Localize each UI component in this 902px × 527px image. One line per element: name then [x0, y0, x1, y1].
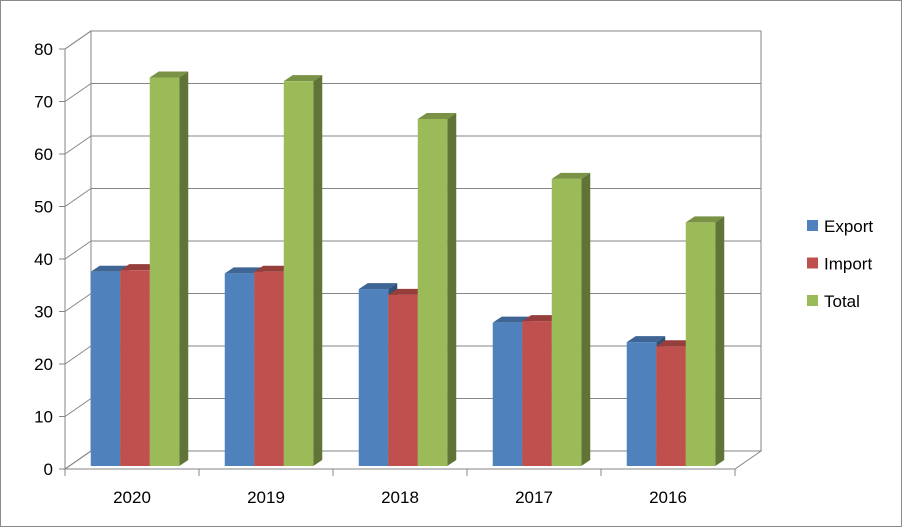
bar-front-face	[492, 322, 523, 466]
gridline-side	[64, 345, 92, 365]
bar-side-face	[447, 112, 457, 466]
bar-top-face	[120, 264, 159, 271]
bar-front-face	[90, 271, 121, 466]
bar-side-face	[313, 75, 323, 467]
bar-top-face	[388, 288, 427, 295]
bar-top-face	[522, 315, 561, 322]
y-tick-label: 0	[44, 460, 53, 479]
bar-side-face	[715, 216, 725, 466]
bar-top-face	[90, 265, 130, 272]
y-tick-label: 60	[34, 145, 53, 164]
bar-front-face	[522, 321, 552, 466]
x-tick-label: 2018	[381, 488, 419, 507]
bar-top-face	[492, 316, 532, 323]
gridline-side	[64, 450, 92, 470]
x-tick-label: 2020	[113, 488, 151, 507]
legend-swatch	[807, 295, 818, 306]
y-tick-label: 30	[34, 303, 53, 322]
bar-front-face	[626, 342, 657, 466]
bar-total-2020	[149, 71, 189, 466]
bar-side-face	[179, 71, 189, 466]
bar-top-face	[626, 336, 666, 343]
y-tick-label: 20	[34, 355, 53, 374]
legend-item-total: Total	[807, 292, 860, 311]
y-tick-label: 10	[34, 408, 53, 427]
gridline-side	[64, 30, 92, 50]
y-axis-tick-labels: 0 10 20 30 40 50 60 70 80	[34, 40, 53, 479]
bar-side-face	[581, 172, 591, 466]
bar-total-2016	[685, 216, 725, 466]
bar-front-face	[358, 289, 389, 466]
bar-front-face	[551, 178, 582, 466]
bar-top-face	[283, 75, 323, 82]
y-tick-label: 80	[34, 40, 53, 59]
bar-front-face	[685, 222, 716, 466]
bar-front-face	[224, 273, 255, 466]
bar-total-2019	[283, 75, 323, 467]
bar-front-face	[149, 77, 180, 466]
bar-top-face	[358, 283, 398, 290]
bars	[90, 71, 725, 467]
bar-front-face	[388, 294, 418, 466]
legend-item-import: Import	[807, 255, 872, 274]
gridline-side	[64, 398, 92, 417]
gridline-side	[64, 83, 92, 102]
x-tick-label: 2017	[515, 488, 553, 507]
legend-label: Export	[824, 217, 873, 236]
legend-swatch	[807, 257, 818, 269]
gridline-side	[64, 135, 92, 155]
x-axis-tick-labels: 2020 2019 2018 2017 2016	[113, 488, 687, 507]
legend-label: Import	[824, 255, 872, 274]
legend-item-export: Export	[807, 217, 873, 236]
bar-top-face	[656, 340, 695, 347]
gridline-side	[64, 240, 92, 260]
bar-top-face	[685, 216, 725, 223]
bar-front-face	[254, 271, 284, 466]
y-tick-label: 70	[34, 93, 53, 112]
gridline-side	[64, 293, 92, 312]
y-tick-label: 50	[34, 198, 53, 217]
bar-top-face	[417, 112, 457, 119]
legend-label: Total	[824, 292, 860, 311]
bar-front-face	[283, 81, 314, 467]
bar-top-face	[254, 265, 293, 272]
bar-front-face	[417, 118, 448, 466]
legend: Export Import Total	[807, 217, 873, 311]
bar-top-face	[149, 71, 189, 78]
y-tick-label: 40	[34, 250, 53, 269]
gridline-side	[64, 188, 92, 207]
axes	[59, 48, 736, 476]
bar-front-face	[656, 346, 686, 466]
legend-swatch	[807, 220, 818, 231]
x-tick-label: 2016	[649, 488, 687, 507]
x-tick-label: 2019	[247, 488, 285, 507]
bar-total-2017	[551, 172, 591, 466]
bar-front-face	[120, 270, 150, 466]
bar-total-2018	[417, 112, 457, 466]
bar-top-face	[224, 267, 264, 274]
bar-top-face	[551, 172, 591, 179]
